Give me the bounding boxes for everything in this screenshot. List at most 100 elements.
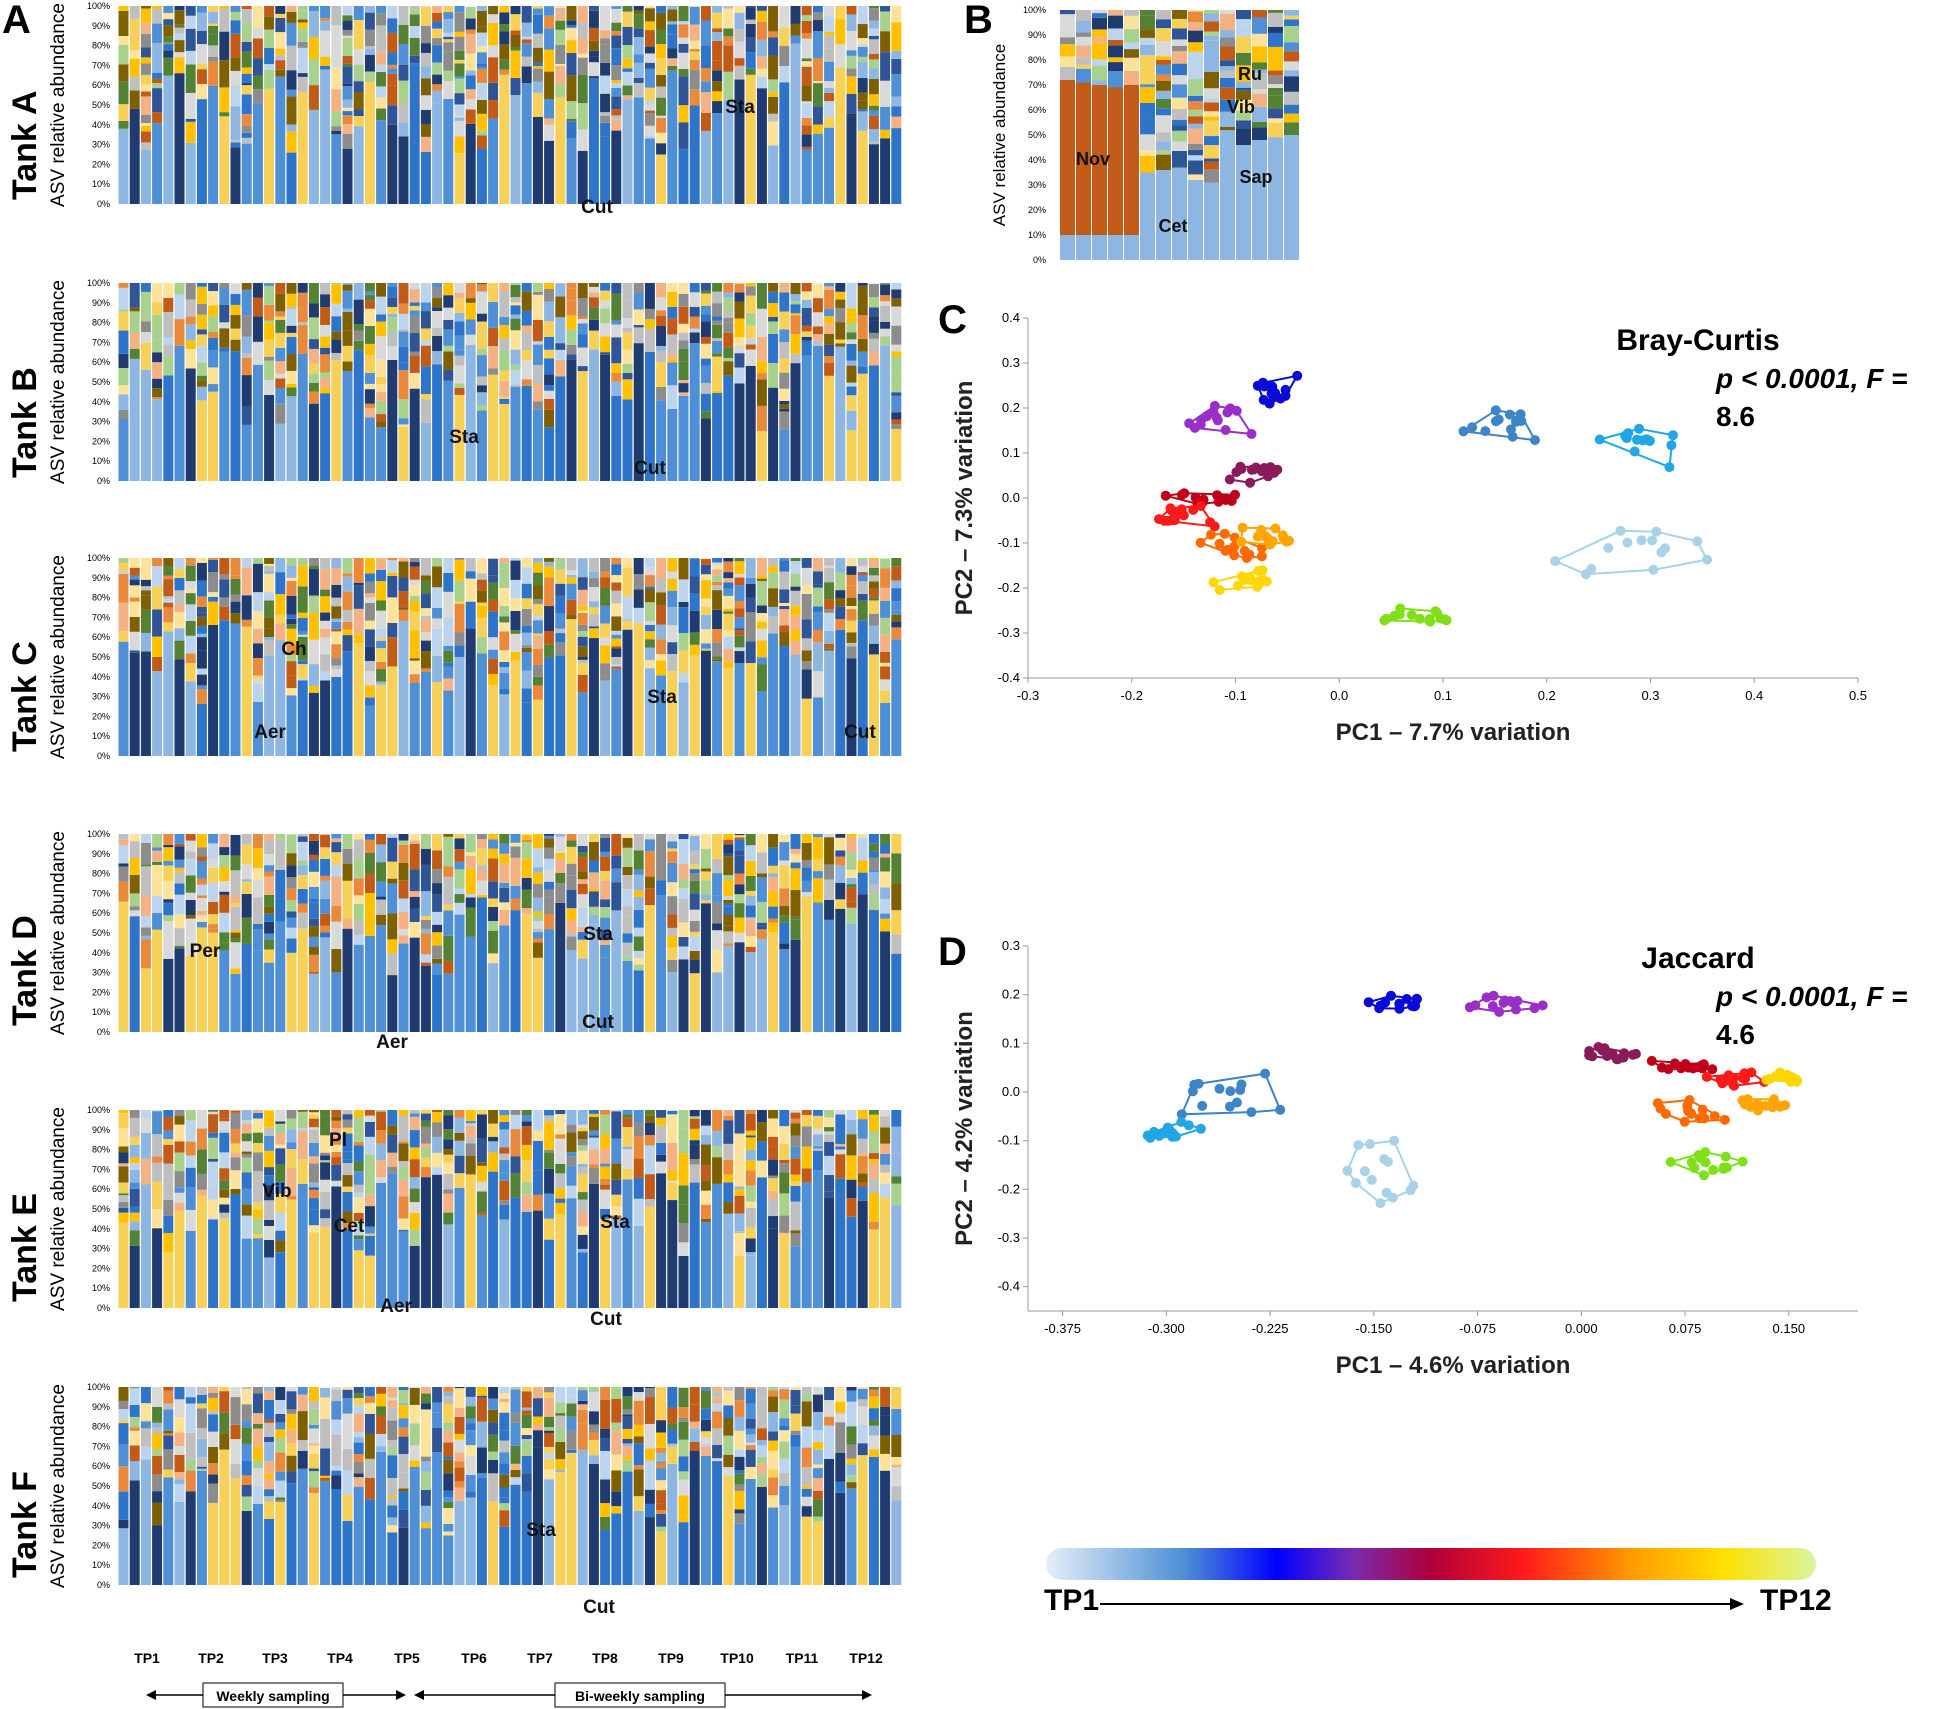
bar-segment <box>174 914 185 929</box>
bar-segment <box>353 283 364 300</box>
bar-segment <box>342 610 353 622</box>
bar-segment <box>723 317 734 323</box>
bar-segment <box>476 313 487 322</box>
bar-segment <box>476 605 487 618</box>
bar-segment <box>611 868 622 883</box>
bar-segment <box>465 1445 476 1457</box>
bar-segment <box>700 382 711 394</box>
bar-segment <box>230 1478 241 1585</box>
bar-segment <box>264 285 275 305</box>
bar-segment <box>398 1161 409 1167</box>
bar-segment <box>622 621 633 630</box>
bar-segment <box>566 889 577 909</box>
bar-segment <box>611 575 622 583</box>
bar-segment <box>174 57 185 60</box>
bar-segment <box>342 55 353 64</box>
bar-segment <box>252 316 263 342</box>
bar-segment <box>1252 255 1267 260</box>
bar-segment <box>656 1110 667 1118</box>
bar-segment <box>611 381 622 396</box>
y-tick-label: 80% <box>1028 55 1046 65</box>
bar-segment <box>174 1187 185 1193</box>
bar-segment <box>219 579 230 598</box>
bar-segment <box>812 338 823 341</box>
bar-segment <box>723 611 734 614</box>
bar-segment <box>600 336 611 353</box>
bar-segment <box>476 385 487 393</box>
bar-segment <box>566 619 577 623</box>
bar-segment <box>499 24 510 32</box>
bar-segment <box>275 1164 286 1182</box>
timepoint-label: TP3 <box>262 1650 288 1666</box>
bar-segment <box>678 1407 689 1418</box>
bar-segment <box>297 28 308 42</box>
bar-segment <box>432 1112 443 1123</box>
bar-segment <box>846 1458 857 1465</box>
stacked-bar <box>656 834 667 1032</box>
bar-segment <box>622 1173 633 1180</box>
bar-segment <box>667 24 678 35</box>
bar-segment <box>286 370 297 384</box>
bar-segment <box>465 1423 476 1431</box>
stacked-bar <box>398 1110 409 1308</box>
bar-segment <box>353 1393 364 1399</box>
bar-segment <box>1204 31 1219 36</box>
bar-segment <box>264 1387 275 1391</box>
bar-segment <box>443 1154 454 1163</box>
bar-segment <box>812 83 823 104</box>
bar-segment <box>577 879 588 884</box>
bar-segment <box>320 1480 331 1585</box>
bar-segment <box>656 350 667 363</box>
bar-segment <box>376 427 387 481</box>
bar-segment <box>364 1255 375 1308</box>
bar-segment <box>308 1127 319 1130</box>
bar-segment <box>398 911 409 929</box>
stacked-bar <box>140 6 151 204</box>
bar-segment <box>476 880 487 895</box>
bar-segment <box>364 1136 375 1155</box>
bar-segment <box>420 1438 431 1457</box>
bar-segment <box>342 361 353 372</box>
bar-segment <box>835 1427 846 1453</box>
bar-segment <box>611 130 622 204</box>
stacked-bar <box>264 1387 275 1585</box>
stacked-bar <box>824 283 835 481</box>
bar-segment <box>297 558 308 566</box>
bar-segment <box>308 1129 319 1137</box>
bar-segment <box>476 63 487 67</box>
bar-segment <box>521 1194 532 1212</box>
bar-segment <box>622 875 633 890</box>
stacked-bar <box>275 558 286 756</box>
bar-segment <box>1220 115 1235 127</box>
stacked-bar <box>768 1110 779 1308</box>
stacked-bar <box>275 6 286 204</box>
bar-segment <box>768 1495 779 1508</box>
bar-segment <box>443 51 454 71</box>
bar-segment <box>812 584 823 588</box>
bar-segment <box>342 905 353 919</box>
stacked-bar <box>264 834 275 1032</box>
bar-segment <box>734 1484 745 1491</box>
x-tick-label: 0.4 <box>1745 688 1763 703</box>
y-tick-label: 10% <box>92 179 110 189</box>
y-tick-label: 60% <box>1028 105 1046 115</box>
bar-segment <box>678 306 689 324</box>
bar-segment <box>532 942 543 958</box>
bar-segment <box>600 1148 611 1164</box>
bar-segment <box>891 50 902 59</box>
bar-segment <box>364 417 375 481</box>
bar-segment <box>174 628 185 641</box>
bar-segment <box>219 1212 230 1219</box>
bar-segment <box>790 853 801 863</box>
bar-segment <box>1156 41 1171 57</box>
bar-segment <box>420 366 431 370</box>
bar-segment <box>331 126 342 131</box>
bar-segment <box>1236 120 1251 130</box>
bar-segment <box>241 283 252 290</box>
bar-segment <box>745 1201 756 1208</box>
bar-segment <box>723 945 734 1032</box>
bar-segment <box>868 894 879 911</box>
bar-segment <box>1220 66 1235 71</box>
bar-segment <box>880 328 891 337</box>
bar-segment <box>812 1468 823 1478</box>
